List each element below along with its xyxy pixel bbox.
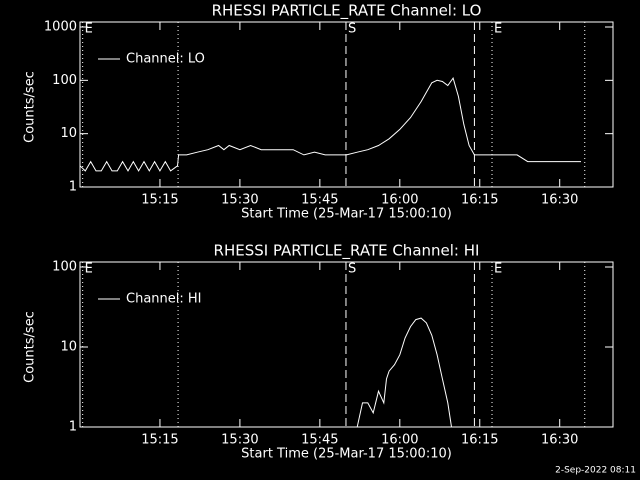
x-tick-label: 16:15	[461, 433, 498, 448]
x-tick-label: 16:00	[381, 193, 418, 208]
x-axis-label: Start Time (25-Mar-17 15:00:10)	[241, 207, 452, 222]
marker-label: E	[494, 22, 502, 37]
y-tick-label: 1	[69, 420, 77, 435]
x-tick-label: 15:30	[221, 193, 258, 208]
x-tick-label: 16:00	[381, 433, 418, 448]
marker-label: S	[348, 262, 356, 277]
y-tick-label: 10	[60, 340, 77, 355]
x-tick-label: 15:45	[301, 433, 338, 448]
y-tick-label: 100	[52, 260, 77, 275]
footer: 2-Sep-2022 08:11	[555, 466, 636, 476]
series-line	[356, 317, 452, 428]
marker-label: E	[85, 262, 93, 277]
chart-title: RHESSI PARTICLE_RATE Channel: LO	[212, 2, 482, 21]
x-tick-label: 16:15	[461, 193, 498, 208]
y-tick-label: 1	[69, 180, 77, 195]
y-tick-label: 10	[60, 126, 77, 141]
marker-label: E	[494, 262, 502, 277]
legend-label: Channel: LO	[126, 52, 205, 67]
y-axis-label: Counts/sec	[23, 71, 38, 143]
x-tick-label: 15:45	[301, 193, 338, 208]
x-tick-label: 15:30	[221, 433, 258, 448]
plot-frame	[79, 21, 614, 188]
y-tick-label: 1000	[44, 20, 77, 35]
x-tick-label: 16:30	[541, 433, 578, 448]
marker-label: S	[348, 22, 356, 37]
x-tick-label: 16:30	[541, 193, 578, 208]
y-axis-label: Counts/sec	[23, 311, 38, 383]
marker-label: E	[85, 22, 93, 37]
x-tick-label: 15:15	[141, 193, 178, 208]
plot-frame	[79, 261, 614, 428]
x-tick-label: 15:15	[141, 433, 178, 448]
y-tick-label: 100	[52, 73, 77, 88]
series-line	[79, 76, 581, 172]
legend-label: Channel: HI	[126, 292, 202, 307]
x-axis-label: Start Time (25-Mar-17 15:00:10)	[241, 447, 452, 462]
chart-title: RHESSI PARTICLE_RATE Channel: HI	[214, 242, 480, 261]
